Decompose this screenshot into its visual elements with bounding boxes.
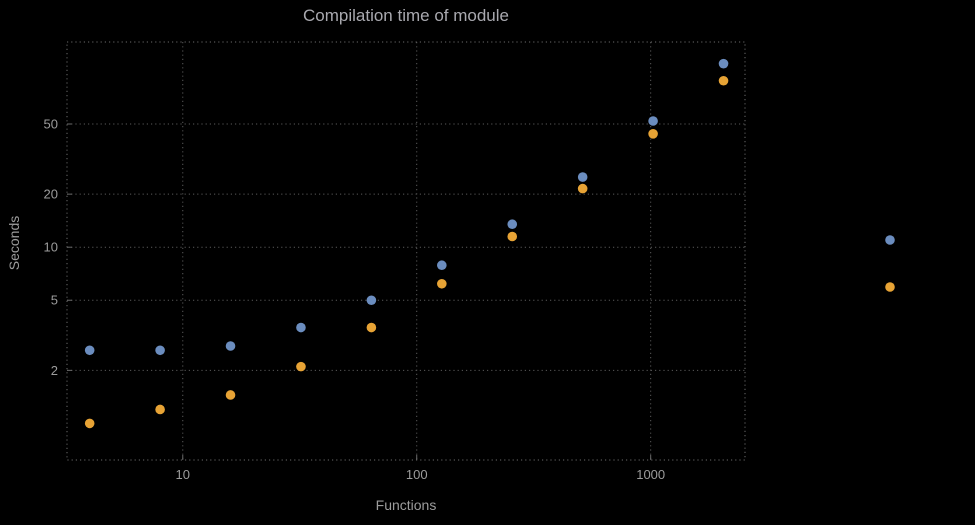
- series-2-orange-point: [507, 231, 518, 242]
- series-2-orange-point: [296, 361, 306, 372]
- series-1-blue-point: [84, 345, 95, 356]
- series-2-orange-point: [366, 322, 377, 333]
- series-1-blue-point: [225, 341, 236, 351]
- series-1-blue-point: [718, 58, 729, 69]
- legend-marker-series-2-orange: [885, 282, 895, 292]
- y-tick-label: 2: [51, 363, 58, 378]
- legend-marker-series-1-blue: [885, 235, 895, 245]
- series-2-orange-point: [84, 418, 95, 429]
- series-2-orange-point: [648, 128, 658, 139]
- chart-title: Compilation time of module: [303, 6, 509, 25]
- x-tick-label: 100: [406, 467, 428, 482]
- series-1-blue-point: [155, 345, 165, 356]
- series-2-orange-point: [577, 183, 588, 194]
- y-tick-label: 50: [44, 117, 58, 132]
- x-tick-label: 10: [176, 467, 190, 482]
- y-tick-label: 10: [44, 240, 58, 255]
- series-1-blue-point: [577, 172, 588, 182]
- series-2-orange-point: [437, 278, 447, 289]
- y-tick-label: 20: [44, 187, 58, 202]
- x-axis-label: Functions: [375, 497, 437, 513]
- series-2-orange-point: [225, 390, 236, 400]
- series-1-blue-point: [366, 295, 377, 306]
- series-1-blue-point: [648, 116, 658, 126]
- y-tick-label: 5: [51, 293, 58, 308]
- plot-frame: [66, 41, 746, 461]
- series-2-orange-point: [155, 404, 165, 415]
- x-tick-label: 1000: [636, 467, 665, 482]
- series-1-blue-point: [507, 219, 518, 230]
- series-1-blue-point: [437, 260, 447, 271]
- series-1-blue-point: [296, 322, 306, 333]
- series-2-orange-point: [718, 75, 729, 86]
